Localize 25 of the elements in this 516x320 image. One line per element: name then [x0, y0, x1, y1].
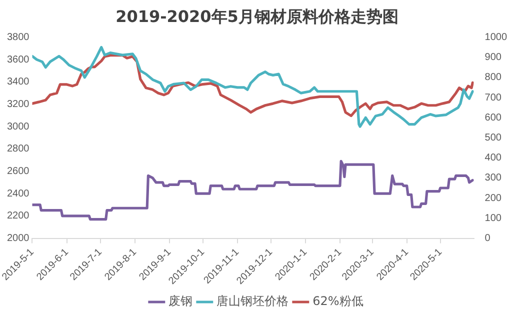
y2-tick-label: 500 [484, 132, 502, 144]
y-tick-label: 2400 [6, 188, 30, 200]
y2-tick-label: 300 [484, 172, 502, 184]
y-tick-label: 2200 [6, 210, 30, 222]
y-tick-label: 3200 [6, 98, 30, 110]
y2-tick-label: 700 [484, 92, 502, 104]
y2-tick-label: 900 [484, 52, 502, 64]
y2-tick-label: 600 [484, 112, 502, 124]
y-tick-label: 2000 [6, 233, 30, 244]
y-tick-label: 2800 [6, 144, 30, 155]
legend-label: 唐山钢坯价格 [216, 294, 289, 308]
y2-tick-label: 0 [484, 233, 491, 244]
y-tick-label: 3600 [6, 54, 30, 66]
y-tick-label: 3400 [6, 76, 30, 88]
y-tick-label: 3000 [6, 121, 30, 132]
chart-title: 2019-2020年5月钢材原料价格走势图 [116, 6, 398, 26]
y-tick-label: 2600 [6, 166, 30, 177]
y2-tick-label: 200 [484, 192, 502, 204]
legend-label: 62%粉低 [312, 294, 364, 308]
y2-tick-label: 400 [484, 152, 502, 164]
y-tick-label: 3800 [6, 32, 30, 43]
y2-tick-label: 100 [484, 212, 502, 224]
y2-tick-label: 1000 [484, 32, 508, 43]
legend-label: 废钢 [168, 294, 193, 308]
y2-tick-label: 800 [484, 72, 502, 84]
